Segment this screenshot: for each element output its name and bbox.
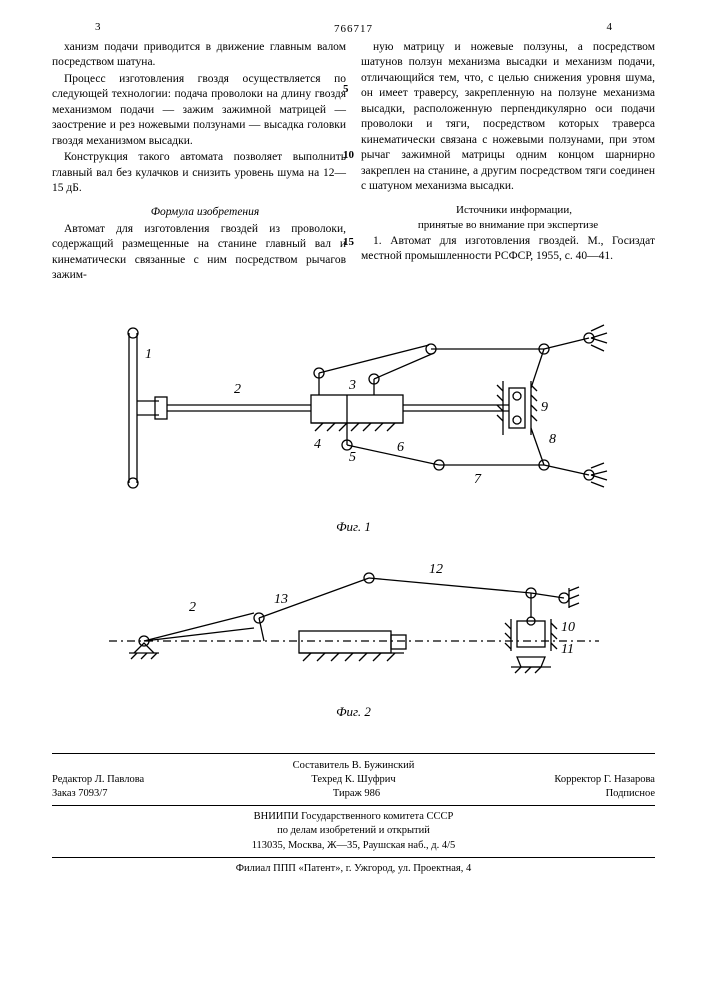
formula-heading: Формула изобретения [52, 205, 346, 221]
fig1-label-3: 3 [348, 378, 356, 393]
line-marker-10: 10 [343, 148, 354, 163]
fig1-caption: Фиг. 1 [52, 518, 655, 536]
footer-addr2: Филиал ППП «Патент», г. Ужгород, ул. Про… [52, 862, 655, 876]
footer-editor: Редактор Л. Павлова [52, 773, 251, 787]
page-num-left: 3 [95, 20, 101, 35]
fig1-label-6: 6 [397, 440, 404, 455]
paragraph: Автомат для изготовления гвоздей из пров… [52, 222, 346, 284]
footer-org1: ВНИИПИ Государственного комитета СССР [52, 810, 655, 824]
fig1-label-8: 8 [549, 432, 556, 447]
footer-compiler: Составитель В. Бужинский [52, 759, 655, 773]
figures-block: 1 2 3 4 5 6 7 8 9 Фиг. 1 [0, 285, 707, 731]
footer-org2: по делам изобретений и открытий [52, 824, 655, 838]
page-num-right: 4 [607, 20, 613, 35]
right-column: ную матрицу и ножевые ползуны, а посредс… [361, 40, 655, 285]
fig2-label-2: 2 [189, 600, 196, 615]
fig1-label-2: 2 [234, 382, 241, 397]
fig2-label-10: 10 [561, 620, 575, 635]
footer-corrector: Корректор Г. Назарова [456, 773, 655, 787]
footer-techred: Техред К. Шуфрич [254, 773, 453, 787]
figure-1: 1 2 3 4 5 6 7 8 9 [89, 303, 619, 513]
document-number: 766717 [334, 22, 373, 37]
paragraph: 1. Автомат для изготовления гвоздей. М.,… [361, 234, 655, 265]
paragraph: Конструкция такого автомата позволяет вы… [52, 150, 346, 197]
line-marker-15: 15 [343, 235, 354, 250]
footer-subscription: Подписное [606, 787, 655, 801]
fig1-label-9: 9 [541, 400, 548, 415]
paragraph: ханизм подачи приводится в движение глав… [52, 40, 346, 71]
figure-2: 2 13 12 10 11 [89, 553, 619, 698]
line-marker-5: 5 [343, 82, 349, 97]
fig2-label-13: 13 [274, 592, 288, 607]
paragraph: Процесс изготовления гвоздя осуществляет… [52, 72, 346, 150]
footer: Составитель В. Бужинский Редактор Л. Пав… [52, 753, 655, 876]
fig1-label-5: 5 [349, 450, 356, 465]
fig1-label-7: 7 [474, 472, 482, 487]
fig1-label-1: 1 [145, 347, 152, 362]
sources-heading: Источники информации, принятые во вниман… [361, 203, 655, 233]
fig2-label-11: 11 [561, 642, 574, 657]
footer-circulation: Тираж 986 [333, 787, 380, 801]
paragraph: ную матрицу и ножевые ползуны, а посредс… [361, 40, 655, 195]
left-column: ханизм подачи приводится в движение глав… [52, 40, 346, 285]
fig2-label-12: 12 [429, 562, 443, 577]
fig1-label-4: 4 [314, 437, 321, 452]
fig2-caption: Фиг. 2 [52, 703, 655, 721]
footer-addr1: 113035, Москва, Ж—35, Раушская наб., д. … [52, 839, 655, 853]
footer-order: Заказ 7093/7 [52, 787, 107, 801]
